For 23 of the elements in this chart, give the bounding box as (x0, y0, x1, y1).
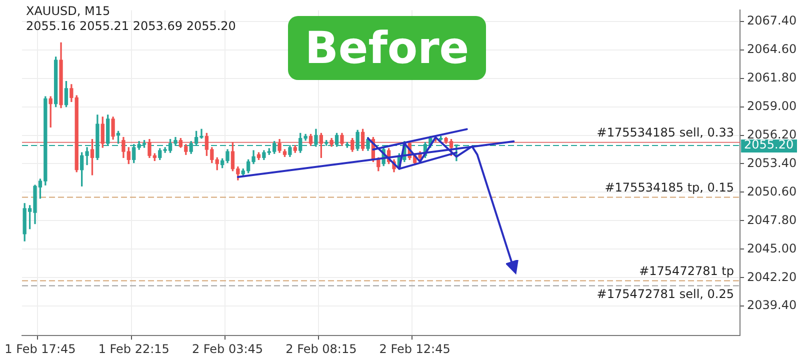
x-tick-label: 2 Feb 12:45 (379, 342, 450, 356)
x-tick-label: 2 Feb 03:45 (192, 342, 264, 356)
y-tick-label: 2061.80 (747, 70, 797, 84)
y-tick-label: 2053.40 (747, 156, 797, 170)
text: 2055.16 2055.21 2053.69 2055.20 (26, 19, 236, 34)
y-tick-label: 2045.00 (747, 241, 797, 256)
y-tick-label: 2059.00 (747, 98, 797, 113)
y-tick-label: 2064.60 (747, 42, 797, 56)
x-tick-label: 2 Feb 08:15 (286, 342, 357, 356)
y-tick-label: 2047.80 (747, 212, 797, 227)
x-tick-label: 1 Feb 17:45 (4, 342, 76, 356)
ref-line-label: #175534185 tp, 0.15 (604, 180, 734, 194)
chart-title: XAUUSD, M15 (26, 4, 112, 19)
annotation: Before (288, 16, 486, 80)
y-tick-label: 2050.60 (747, 184, 797, 198)
y-tick-label: 2067.40 (747, 14, 797, 28)
y-tick-label: 2039.40 (747, 298, 797, 312)
ref-line-label: #175472781 tp (639, 264, 734, 278)
x-tick-label: 1 Feb 22:15 (98, 342, 170, 356)
ref-line-label: #175472781 sell, 0.25 (596, 286, 734, 301)
ref-line-label: 2055.20 (744, 138, 794, 152)
ref-line-label: #175534185 sell, 0.33 (596, 126, 734, 140)
y-tick-label: 2042.20 (747, 270, 797, 284)
